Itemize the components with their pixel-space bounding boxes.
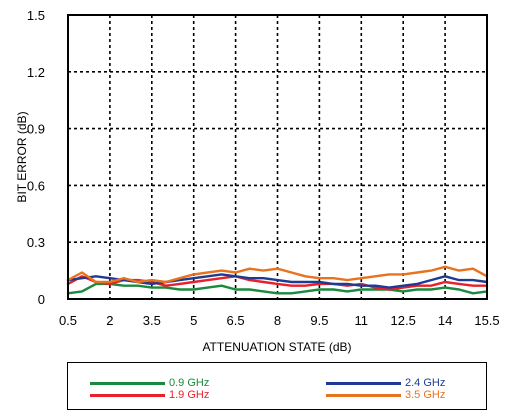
legend-item-0-9ghz: 0.9 GHz bbox=[90, 377, 209, 389]
legend-item-3-5ghz: 3.5 GHz bbox=[326, 389, 445, 401]
series-line-3-5-ghz bbox=[66, 265, 489, 284]
y-tick-label: 1.2 bbox=[27, 65, 45, 80]
legend-label: 3.5 GHz bbox=[405, 389, 446, 401]
x-axis-label: ATTENUATION STATE (dB) bbox=[202, 340, 351, 354]
x-tick-label: 5 bbox=[190, 313, 197, 328]
y-tick-labels: 0 0.3 0.6 0.9 1.2 1.5 bbox=[27, 8, 45, 307]
x-tick-label: 0.5 bbox=[59, 313, 77, 328]
series-line-0-9-ghz bbox=[66, 282, 489, 295]
legend-item-2-4ghz: 2.4 GHz bbox=[326, 377, 445, 389]
legend-swatch bbox=[90, 393, 165, 397]
grid bbox=[68, 15, 487, 299]
x-tick-label: 12.5 bbox=[391, 313, 416, 328]
x-tick-label: 3.5 bbox=[143, 313, 161, 328]
y-tick-label: 1.5 bbox=[27, 8, 45, 23]
x-tick-label: 8 bbox=[274, 313, 281, 328]
y-tick-label: 0.6 bbox=[27, 178, 45, 193]
y-tick-label: 0.9 bbox=[27, 122, 45, 137]
x-tick-label: 15.5 bbox=[474, 313, 499, 328]
legend-swatch bbox=[326, 381, 401, 385]
y-axis-label: BIT ERROR (dB) bbox=[15, 111, 29, 202]
x-tick-label: 2 bbox=[106, 313, 113, 328]
plot-frame bbox=[67, 14, 488, 300]
x-tick-label: 6.5 bbox=[227, 313, 245, 328]
legend-label: 2.4 GHz bbox=[405, 377, 446, 389]
legend-label: 1.9 GHz bbox=[169, 389, 210, 401]
x-tick-label: 11 bbox=[355, 313, 369, 328]
series-lines bbox=[66, 265, 489, 295]
x-tick-label: 9.5 bbox=[310, 313, 328, 328]
x-tick-label: 14 bbox=[438, 313, 452, 328]
legend-swatch bbox=[90, 381, 165, 385]
legend-swatch bbox=[326, 393, 401, 397]
legend-label: 0.9 GHz bbox=[169, 377, 210, 389]
y-tick-label: 0 bbox=[38, 292, 45, 307]
y-tick-label: 0.3 bbox=[27, 235, 45, 250]
legend: 0.9 GHz 1.9 GHz 2.4 GHz 3.5 GHz bbox=[67, 362, 487, 410]
series-line-1-9-ghz bbox=[66, 275, 489, 291]
x-tick-labels: 0.5 2 3.5 5 6.5 8 9.5 11 12.5 14 15.5 bbox=[59, 313, 500, 328]
legend-item-1-9ghz: 1.9 GHz bbox=[90, 389, 209, 401]
